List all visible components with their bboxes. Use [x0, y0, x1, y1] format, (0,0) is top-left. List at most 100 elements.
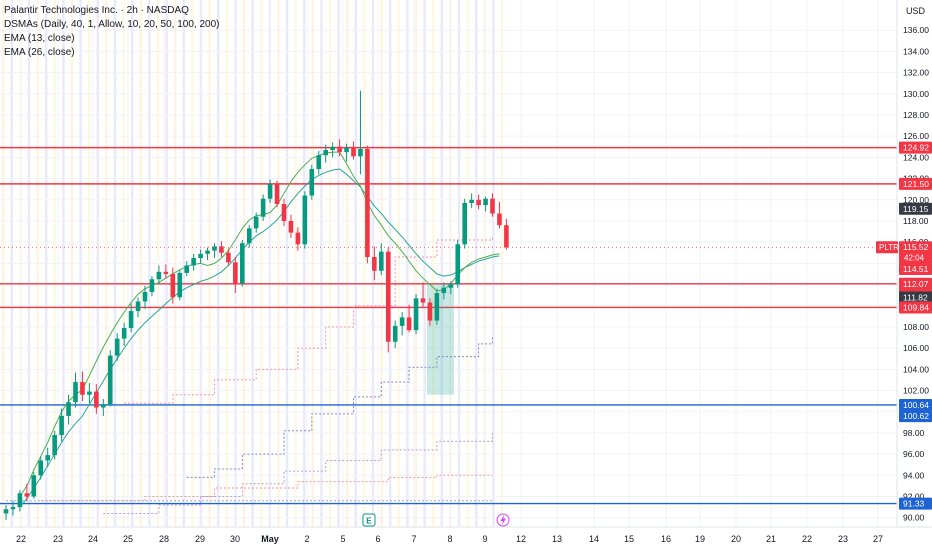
candle-body — [434, 293, 440, 321]
candle-body — [114, 338, 120, 356]
time-tick-label: 23 — [838, 534, 848, 544]
grid — [0, 0, 897, 527]
price-tag-label: 109.84 — [903, 302, 929, 312]
time-tick-label: 5 — [340, 534, 345, 544]
candle-body — [80, 382, 85, 395]
candle-body — [497, 213, 502, 226]
countdown-label: 42:04 — [904, 254, 925, 263]
candle-body — [288, 220, 294, 233]
time-tick-label: 22 — [802, 534, 812, 544]
candle-body — [17, 493, 23, 508]
candle-body — [52, 435, 57, 456]
time-tick-label: 27 — [873, 534, 883, 544]
candle-body — [156, 271, 162, 280]
candle-body — [163, 271, 169, 274]
price-tick-label: 124.00 — [903, 152, 929, 162]
candle-body — [10, 507, 16, 510]
candle-body — [344, 147, 349, 153]
price-tag-box — [899, 177, 932, 190]
price-tag-label: 100.62 — [903, 411, 929, 421]
candle-body — [399, 317, 405, 326]
candle-body — [302, 195, 308, 245]
candle-body — [392, 325, 398, 342]
price-tick-label: 96.00 — [903, 449, 925, 459]
time-tick-label: 28 — [159, 534, 169, 544]
price-tick-label: 132.00 — [903, 68, 929, 78]
candle-body — [3, 509, 9, 514]
candle-body — [219, 246, 224, 253]
time-tick-label: 21 — [766, 534, 776, 544]
long-position-zone — [427, 283, 454, 395]
price-tick-label: 94.00 — [903, 470, 925, 480]
price-tags: 124.92121.50119.15115.52114.51112.07112.… — [876, 141, 932, 510]
time-tick-label: 20 — [731, 534, 741, 544]
candle-body — [198, 253, 203, 259]
lightning-bolt-icon — [500, 515, 506, 525]
candle-body — [142, 291, 148, 302]
indicator-ema13[interactable]: EMA (13, close) — [4, 33, 75, 44]
price-tag-label: 115.52 — [903, 242, 929, 252]
price-tick-label: 92.00 — [903, 492, 925, 502]
time-tick-label: May — [261, 534, 279, 544]
time-axis: 22 23 24 25 28 29 30 May 2 5 6 7 8 9 12 13 14 15 16 19 20 21 2… — [0, 526, 932, 544]
candle-body — [379, 251, 384, 271]
candle-body — [31, 475, 37, 497]
candle-body — [73, 382, 78, 403]
price-tag-box — [899, 398, 932, 411]
time-tick-label: 29 — [195, 534, 205, 544]
candle-body — [66, 402, 71, 416]
time-tick-label: 19 — [695, 534, 705, 544]
candle-body — [170, 273, 176, 298]
candle-body — [253, 216, 259, 229]
candle-body — [191, 258, 196, 266]
ticker-tag-box — [876, 241, 898, 254]
candle-body — [267, 183, 273, 199]
candle-body — [87, 391, 92, 395]
price-tag-label: 114.51 — [903, 264, 929, 274]
candle-body — [372, 256, 377, 271]
time-tick-label: 12 — [516, 534, 526, 544]
dsma-step-line — [124, 237, 493, 404]
candle-body — [469, 199, 474, 203]
price-tick-label: 98.00 — [903, 428, 925, 438]
candle-body — [246, 228, 252, 244]
candle-body — [184, 265, 189, 273]
price-tick-label: 104.00 — [903, 364, 929, 374]
candle-body — [330, 146, 335, 150]
price-tick-label: 126.00 — [903, 131, 929, 141]
price-tag-label: 100.64 — [903, 400, 929, 410]
price-tick-label: 102.00 — [903, 386, 929, 396]
time-tick-label: 2 — [304, 534, 309, 544]
ema-lines — [19, 151, 500, 508]
indicator-ema26[interactable]: EMA (26, close) — [4, 47, 75, 58]
time-tick-label: 6 — [375, 534, 380, 544]
candle-body — [427, 302, 433, 321]
dsma-step-line — [103, 432, 493, 514]
candles — [3, 90, 509, 520]
dsma-steps — [6, 237, 493, 514]
candle-body — [177, 272, 183, 298]
time-tick-label: 14 — [589, 534, 599, 544]
candle-body — [233, 262, 238, 284]
price-tag-box — [899, 241, 932, 254]
time-tick-label: 24 — [88, 534, 98, 544]
candle-body — [462, 202, 467, 245]
symbol-title[interactable]: Palantir Technologies Inc. · 2h · NASDAQ — [4, 5, 189, 16]
price-tag-box — [899, 262, 932, 275]
indicator-dsma[interactable]: DSMAs (Daily, 40, 1, Allow, 10, 20, 50, … — [4, 19, 220, 30]
price-tick-label: 136.00 — [903, 25, 929, 35]
currency-label[interactable]: USD — [906, 6, 926, 16]
candle-body — [448, 284, 454, 288]
event-markers: E — [362, 513, 510, 527]
price-tag-label: 124.92 — [903, 143, 929, 153]
dsma-step-line — [186, 337, 493, 478]
candle-body — [45, 455, 50, 461]
candle-body — [38, 460, 44, 476]
candle-body — [24, 493, 30, 497]
candle-body — [406, 317, 412, 331]
time-tick-label: 7 — [411, 534, 416, 544]
time-tick-label: 16 — [661, 534, 671, 544]
candle-body — [490, 198, 495, 214]
